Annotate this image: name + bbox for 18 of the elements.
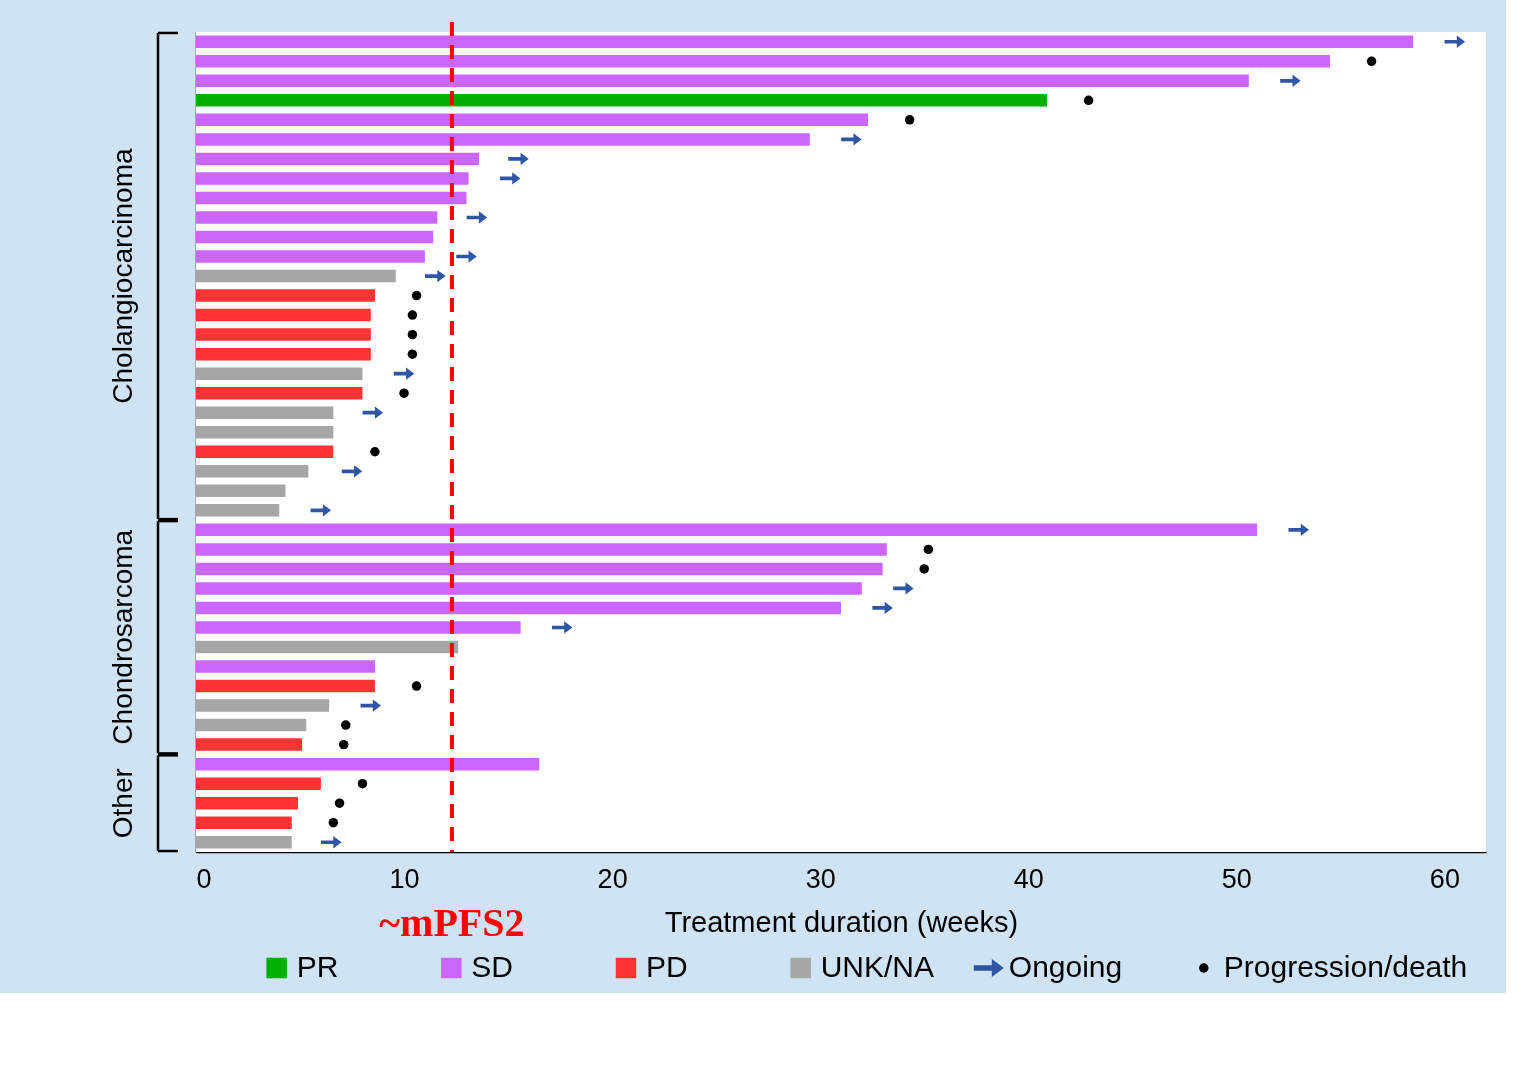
legend-label: Progression/death — [1223, 950, 1468, 983]
x-tick-label: 40 — [1013, 863, 1044, 894]
legend-label: SD — [471, 950, 513, 983]
x-tick-label: 0 — [196, 863, 212, 894]
text: Other — [107, 768, 138, 839]
legend-label: UNK/NA — [820, 950, 935, 983]
legend-label: PD — [646, 950, 688, 983]
x-tick-label: 30 — [805, 863, 836, 894]
x-tick-label: 50 — [1221, 863, 1252, 894]
x-tick-label: 20 — [597, 863, 628, 894]
x-tick-label: 60 — [1429, 863, 1460, 894]
legend-label: PR — [296, 950, 339, 983]
x-axis-title: Treatment duration (weeks) — [664, 905, 1019, 938]
text: Cholangiocarcinoma — [107, 148, 138, 404]
ref-line-label: ~mPFS2 — [379, 900, 525, 945]
x-tick-label: 10 — [389, 863, 420, 894]
text: Chondrosarcoma — [107, 529, 138, 745]
legend-label: Ongoing — [1008, 950, 1123, 983]
